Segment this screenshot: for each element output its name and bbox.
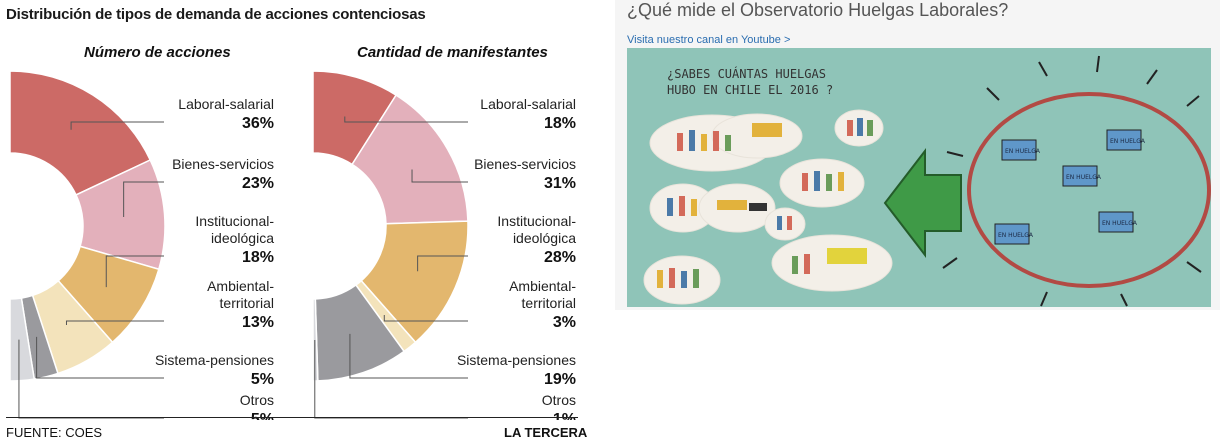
slice-label: Otros	[542, 392, 576, 408]
question-line-1: ¿SABES CUÁNTAS HUELGAS	[667, 66, 826, 81]
panel-title: ¿Qué mide el Observatorio Huelgas Labora…	[627, 0, 1009, 20]
video-illustration: ¿SABES CUÁNTAS HUELGAS HUBO EN CHILE EL …	[627, 48, 1211, 307]
strike-circle	[967, 92, 1211, 288]
leader-line	[36, 336, 164, 379]
slice-label: Laboral-salarial	[480, 96, 576, 112]
slice-label: Ambiental-	[509, 278, 576, 294]
slice-value: 36%	[242, 115, 274, 132]
slice-label: Laboral-salarial	[178, 96, 274, 112]
svg-text:EN HUELGA: EN HUELGA	[1005, 148, 1041, 155]
slice-value: 13%	[242, 314, 274, 331]
sun-rays	[942, 55, 1202, 307]
leader-line	[344, 116, 468, 123]
slice-label: ideológica	[211, 230, 274, 246]
slice-value: 28%	[544, 249, 576, 266]
svg-text:EN HUELGA: EN HUELGA	[1066, 174, 1102, 181]
slice-label: Bienes-servicios	[172, 156, 274, 172]
donut-charts: Laboral-salarial 36% Bienes-servicios 23% In…	[9, 70, 576, 420]
slice-value: 3%	[553, 314, 576, 331]
youtube-link[interactable]: Visita nuestro canal en Youtube >	[627, 34, 791, 46]
slice-value: 18%	[242, 249, 274, 266]
slice-label: Sistema-pensiones	[457, 352, 576, 368]
arrow-icon	[883, 148, 962, 258]
slice-label: Institucional-	[497, 213, 576, 229]
svg-text:EN HUELGA: EN HUELGA	[1110, 138, 1146, 145]
strike-signs: EN HUELGA EN HUELGA EN HUELGA EN HUELGA …	[994, 129, 1146, 245]
slice-value: 19%	[544, 371, 576, 388]
infographic: Distribución de tipos de demanda de acci…	[0, 0, 590, 444]
video-thumbnail[interactable]: ¿SABES CUÁNTAS HUELGAS HUBO EN CHILE EL …	[627, 48, 1211, 307]
leader-line	[123, 181, 164, 218]
donut-slice-otros	[312, 298, 319, 382]
slice-value: 23%	[242, 175, 274, 192]
slice-value: 5%	[251, 411, 274, 420]
slice-label: Ambiental-	[207, 278, 274, 294]
chart-title-acciones: Número de acciones	[84, 44, 231, 61]
leader-line	[70, 121, 164, 130]
svg-text:EN HUELGA: EN HUELGA	[998, 232, 1034, 239]
svg-text:EN HUELGA: EN HUELGA	[1102, 220, 1138, 227]
leader-line	[65, 320, 164, 326]
chart-title-manifestantes: Cantidad de manifestantes	[357, 44, 548, 61]
leader-line	[411, 169, 468, 183]
leader-line	[417, 255, 468, 272]
leader-line	[105, 255, 164, 288]
video-panel: ¿Qué mide el Observatorio Huelgas Labora…	[615, 0, 1220, 310]
donut-slice-laboral-salarial	[9, 70, 152, 196]
slice-value: 31%	[544, 175, 576, 192]
leader-line	[349, 333, 468, 379]
leader-line	[18, 339, 164, 419]
slice-label: Institucional-	[195, 213, 274, 229]
slice-label: Otros	[240, 392, 274, 408]
slice-label: Sistema-pensiones	[155, 352, 274, 368]
leader-line	[314, 339, 468, 419]
slice-label: ideológica	[513, 230, 576, 246]
slice-value: 18%	[544, 115, 576, 132]
slice-label: territorial	[522, 295, 576, 311]
question-line-2: HUBO EN CHILE EL 2016 ?	[667, 83, 833, 97]
slice-label: Bienes-servicios	[474, 156, 576, 172]
people-figures	[657, 118, 873, 288]
infographic-title: Distribución de tipos de demanda de acci…	[6, 6, 426, 23]
slice-label: territorial	[220, 295, 274, 311]
divider	[6, 417, 578, 418]
brand-logo: LA TERCERA	[504, 425, 588, 440]
donut-slice-otros	[9, 297, 36, 382]
slice-value: 1%	[553, 411, 576, 420]
slice-value: 5%	[251, 371, 274, 388]
source-note: FUENTE: COES	[6, 425, 103, 440]
leader-line	[383, 314, 468, 322]
